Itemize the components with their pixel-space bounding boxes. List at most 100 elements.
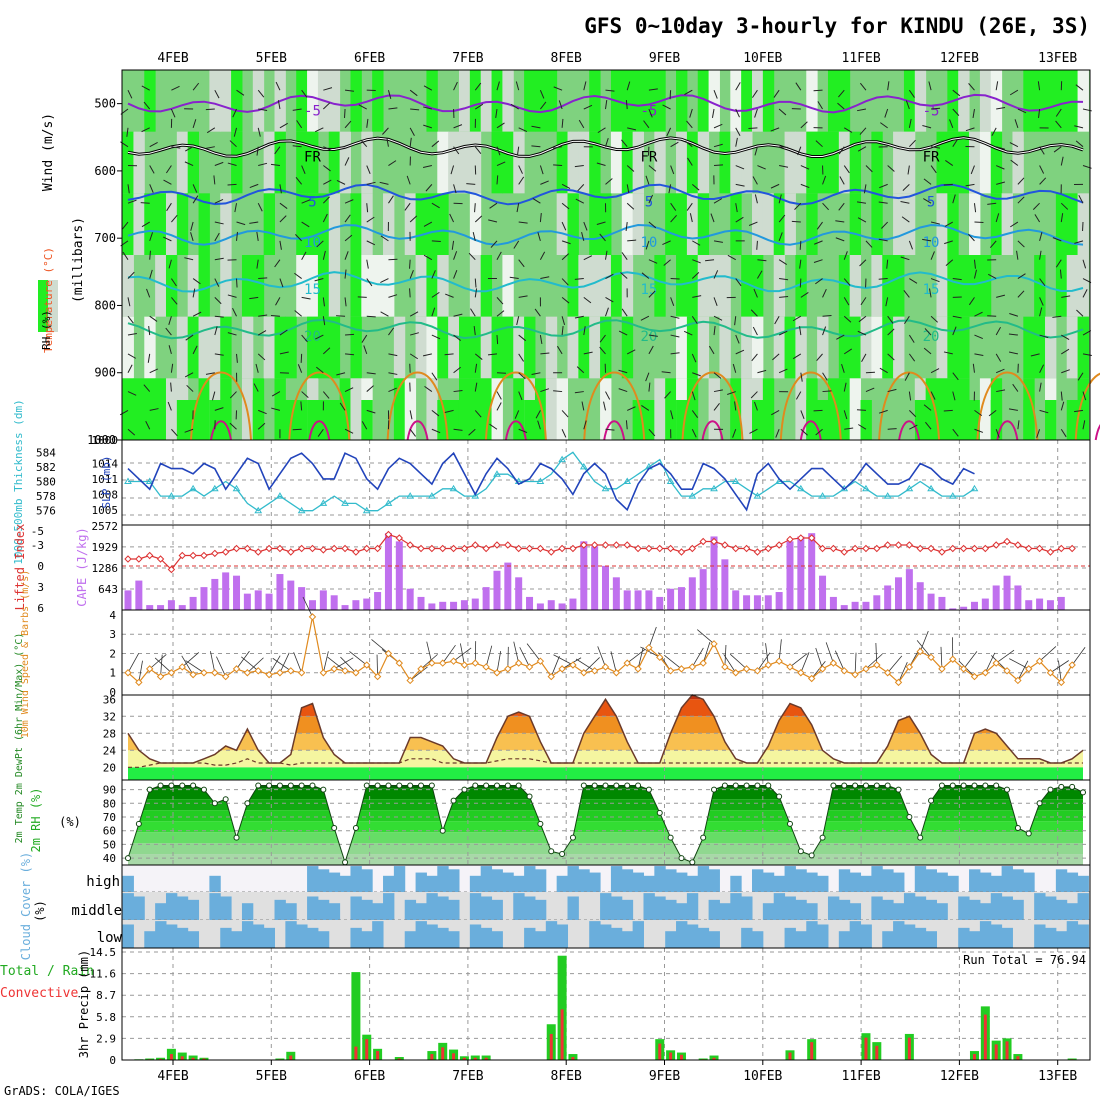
rh-marker [960,782,967,789]
wind-barb [662,240,671,246]
wind-barb [148,326,151,336]
wind-barb [771,409,780,416]
wind-barb [1008,408,1018,411]
wind-speed-marker [297,669,306,677]
cloud-cell [426,875,438,892]
rh-cell [415,193,427,255]
wind-barb [1059,269,1062,279]
wind-barb-10m [496,650,502,673]
rh-cell [762,70,775,132]
wind-barb [887,353,895,361]
wind-barb [988,273,997,279]
temp-band [128,767,1083,780]
wind-barb [358,104,367,110]
wind-barb [626,81,631,91]
cloud-cell [317,869,330,892]
wind-barb [968,233,975,242]
wind-speed-marker [145,665,154,673]
rh-marker [852,782,859,789]
wind-barb [904,372,910,381]
wind-barb [561,410,569,418]
wind-barb [988,410,997,417]
wind-barb [799,240,802,250]
temp-tick-label: 32 [103,710,116,723]
wind-barb [409,259,411,269]
ylabel-total-rain: Total / Rain [0,964,94,979]
warm-contour [779,371,842,441]
thickness-marker [666,477,675,484]
wind-barb [537,232,541,242]
wind-barb [799,326,802,336]
wind-barb [710,213,715,223]
cloud-cell [448,931,460,948]
wind-barb [279,184,282,194]
wind-barb [126,127,129,137]
li-marker [645,544,653,553]
rh-cell [122,255,134,317]
thickness-marker [731,477,740,484]
rh-band [128,854,1083,865]
wind-barb [472,231,476,241]
rh-cell [752,400,764,440]
cape-bar [819,575,827,610]
cloud-cell [773,875,786,892]
wind-barb [621,139,628,148]
rh-cell [176,131,189,194]
wind-tick-label: 4 [109,609,116,622]
isotherm-line [127,223,1084,246]
precip-tick-label: 8.7 [96,989,116,1002]
wind-barb [149,141,158,148]
cloud-cell [372,903,384,920]
cloud-cell [936,872,948,892]
warm-contour [878,371,941,441]
rh-legend-swatch [38,280,48,332]
ylabel-millibars: (millibars) [71,217,86,303]
li-marker [221,548,230,556]
wind-barb [1055,259,1062,268]
wind-barb [713,90,718,99]
wind-barb [1052,237,1062,242]
wind-barb [925,421,932,430]
cloud-cell [979,872,992,892]
cloud-cell [654,896,666,920]
wind-barb [431,307,436,317]
wind-barb [143,384,151,392]
rh-cell [958,70,970,132]
precip-convective-bar [484,1057,488,1060]
wind-barb [475,103,484,110]
wind-barb [583,351,593,355]
rh-cell [871,193,883,255]
rh-cell [654,255,666,317]
wind-barb [257,330,267,336]
wind-speed-marker [124,669,132,677]
wind-barb-10m [181,652,200,668]
cape-bar [222,572,230,610]
wind-barb [778,368,788,374]
rh-marker [483,782,490,789]
temp-band [128,733,1083,751]
wind-barb [815,140,823,148]
wind-barb-10m [637,647,644,669]
cape-bar [363,598,371,610]
thickness-marker [406,492,415,499]
rh-cell [285,316,297,379]
li-marker [732,544,740,553]
li-marker [688,544,697,553]
wind-speed-marker [406,676,414,685]
wind-barb [1034,214,1041,223]
wind-barb [205,146,215,149]
wind-barb [294,272,302,279]
rh-cell [328,193,341,255]
wind-barb [292,145,302,148]
li-marker [330,544,338,553]
wind-barb [1076,309,1084,317]
rh-cell [676,193,688,255]
rh-cell [361,131,373,194]
li-marker [580,541,588,549]
wind-barb [127,391,137,396]
wind-barb [1075,140,1084,148]
wind-barb [799,278,802,288]
rh-cell [600,316,612,379]
wind-barb [366,315,376,318]
wind-barb [165,165,172,174]
